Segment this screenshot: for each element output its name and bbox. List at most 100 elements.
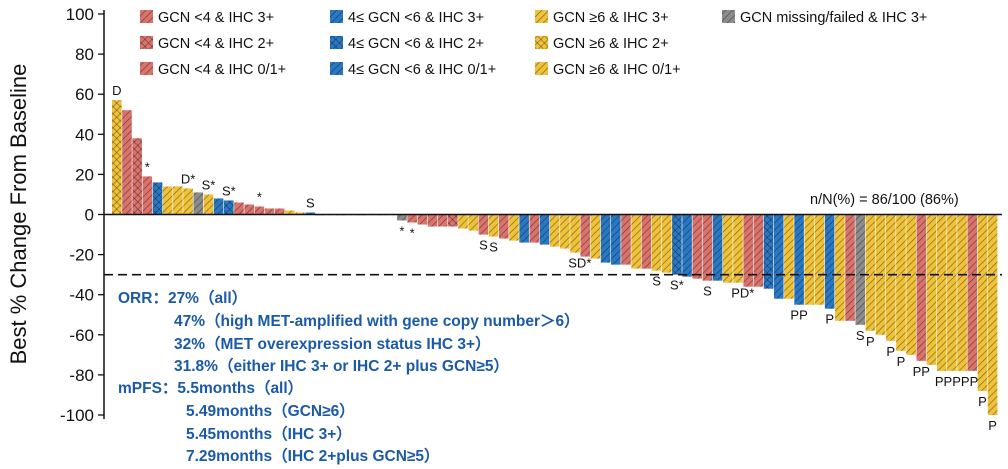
bar: P <box>865 214 876 349</box>
legend-swatch-hatch <box>330 10 343 23</box>
bar-label: P <box>897 354 906 369</box>
note-orr-all: ORR：27%（all） <box>118 289 247 307</box>
bar: P <box>824 214 835 327</box>
note-mpfs-all: mPFS：5.5months（all） <box>118 379 303 397</box>
zero-baseline <box>104 213 1002 276</box>
bar <box>967 214 978 371</box>
bar: S <box>488 214 499 255</box>
note-orr-gcn6: 47%（high MET-amplified with gene copy nu… <box>174 312 580 330</box>
y-tick-label: 60 <box>75 85 94 104</box>
bar-hatch <box>794 214 804 305</box>
legend-item: GCN ≥6 & IHC 2+ <box>535 36 669 52</box>
bar-hatch <box>132 138 142 215</box>
bar-hatch <box>152 182 163 215</box>
legend-swatch-hatch <box>535 62 548 75</box>
bar <box>590 214 601 259</box>
bar-hatch <box>193 192 204 215</box>
bar-hatch <box>305 212 316 215</box>
y-tick-label: 0 <box>85 206 94 225</box>
legend-label: GCN ≥6 & IHC 3+ <box>553 10 669 26</box>
bar: PP <box>790 214 808 323</box>
y-tick-label: 80 <box>75 45 94 64</box>
bar-hatch <box>641 214 652 269</box>
bar-hatch <box>987 214 998 415</box>
bar-hatch <box>142 176 153 215</box>
note-mpfs-ihc3: 5.45months（IHC 3+） <box>186 425 352 443</box>
bar-label: PP <box>913 364 930 379</box>
legend-label: GCN ≥6 & IHC 2+ <box>553 36 669 52</box>
bar <box>498 214 509 239</box>
legend-item: 4≤ GCN <6 & IHC 3+ <box>330 10 484 26</box>
bar-hatch <box>712 214 723 281</box>
bar: PPPPP <box>935 214 978 389</box>
bar-hatch <box>814 214 825 305</box>
bar <box>274 208 285 215</box>
bar: D <box>112 83 122 215</box>
bar-hatch <box>631 214 641 269</box>
bar <box>743 214 753 287</box>
bar <box>448 214 458 227</box>
bar: P <box>977 214 988 409</box>
bar-hatch <box>539 214 550 245</box>
bar-hatch <box>865 214 876 331</box>
bar-hatch <box>580 214 591 257</box>
legend-swatch-hatch <box>330 62 343 75</box>
bar-hatch <box>122 110 132 215</box>
bar-hatch <box>947 214 957 371</box>
y-tick-label: 40 <box>75 125 94 144</box>
note-mpfs-ihc2-gcn5: 7.29months（IHC 2+plus GCN≥5） <box>186 447 440 465</box>
bar-label: S <box>479 238 488 253</box>
bar: * <box>254 189 265 215</box>
bar-hatch <box>478 214 489 235</box>
bar-hatch <box>274 208 285 215</box>
bar <box>692 214 703 279</box>
bar-hatch <box>651 214 662 271</box>
bar <box>845 214 855 321</box>
bar <box>244 204 254 215</box>
bar-label: * <box>410 226 415 241</box>
bar-hatch <box>112 100 122 215</box>
legend-label: GCN <4 & IHC 3+ <box>158 10 274 26</box>
bar <box>264 208 275 215</box>
legend-swatch-hatch <box>330 36 343 49</box>
bar: * <box>407 214 417 241</box>
bar <box>682 214 692 277</box>
y-tick-label: -80 <box>69 366 94 385</box>
bar: S* <box>670 214 684 293</box>
bar: P <box>885 214 896 359</box>
note-orr-ihc-gcn5: 31.8%（either IHC 3+ or IHC 2+ plus GCN≥5… <box>174 357 509 375</box>
bar-hatch <box>407 214 417 223</box>
bar <box>285 210 295 215</box>
bar-hatch <box>753 214 764 287</box>
bar <box>631 214 641 269</box>
bar-label: S <box>489 240 498 255</box>
note-orr-ihc3: 32%（MET overexpression status IHC 3+） <box>174 335 491 353</box>
bar <box>549 214 560 247</box>
bar-hatch <box>916 214 927 361</box>
bar: SD* <box>568 214 591 271</box>
bar-hatch <box>906 214 916 355</box>
y-axis-label: Best % Change From Baseline <box>6 64 31 365</box>
bar: D* <box>181 171 195 215</box>
bar: S <box>305 195 316 215</box>
note-mpfs-gcn6: 5.49months（GCN≥6） <box>186 402 355 420</box>
bar: S* <box>222 183 236 215</box>
bar-label: S <box>856 328 865 343</box>
y-axis: 100 80 60 40 20 0 -20 -40 -60 -80 -100 <box>60 5 105 425</box>
efficacy-notes: ORR：27%（all） 47%（high MET-amplified with… <box>118 289 580 465</box>
legend-label: 4≤ GCN <6 & IHC 3+ <box>348 10 484 26</box>
bar <box>947 214 957 371</box>
bar-label: S* <box>222 183 236 198</box>
bar <box>641 214 652 269</box>
bar-hatch <box>936 214 947 371</box>
bar-hatch <box>498 214 509 239</box>
bar-hatch <box>448 214 458 227</box>
bar <box>509 214 519 241</box>
bar-hatch <box>254 206 265 215</box>
legend-swatch-hatch <box>140 10 153 23</box>
bar <box>621 214 631 265</box>
bar-hatch <box>733 214 743 283</box>
legend-label: GCN missing/failed & IHC 3+ <box>740 10 927 26</box>
bar-hatch <box>682 214 692 277</box>
